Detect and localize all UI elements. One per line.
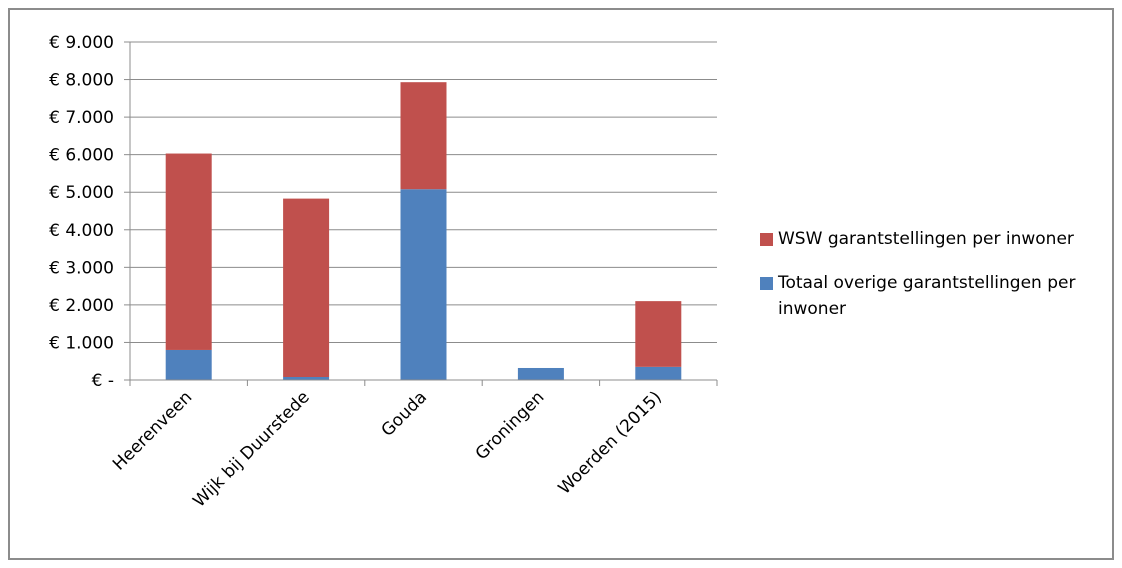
bar-wsw [283, 198, 330, 377]
x-category-label: Gouda [378, 387, 431, 440]
legend-swatch-wsw [760, 233, 773, 246]
y-tick-label: € 5.000 [49, 183, 114, 203]
bar-overige [400, 189, 447, 380]
x-category-label: Heerenveen [109, 387, 196, 474]
x-category-label: Groningen [472, 387, 549, 464]
x-category-label: Woerden (2015) [555, 387, 666, 498]
y-tick-label: € 6.000 [49, 146, 114, 166]
y-tick-label: € 7.000 [49, 108, 114, 128]
bar-wsw [400, 82, 447, 190]
legend-item-wsw: WSW garantstellingen per inwoner [760, 226, 1110, 252]
x-category-label: Wijk bij Duurstede [189, 387, 313, 511]
y-tick-label: € 9.000 [49, 33, 114, 53]
y-tick-label: € 4.000 [49, 221, 114, 241]
legend-label-overige: Totaal overige garantstellingen per inwo… [778, 273, 1076, 319]
bar-wsw [165, 153, 212, 350]
chart-legend: WSW garantstellingen per inwoner Totaal … [760, 226, 1110, 340]
y-tick-label: € 8.000 [49, 71, 114, 91]
y-tick-label: € 1.000 [49, 333, 114, 353]
bar-wsw [635, 301, 682, 367]
legend-label-wsw: WSW garantstellingen per inwoner [778, 229, 1074, 249]
bar-overige [517, 367, 564, 380]
legend-swatch-overige [760, 277, 773, 290]
bar-overige [283, 376, 330, 380]
y-tick-label: € 3.000 [49, 258, 114, 278]
bar-overige [635, 366, 682, 380]
legend-item-overige: Totaal overige garantstellingen per inwo… [760, 270, 1110, 322]
bar-overige [165, 349, 212, 380]
y-tick-label: € 2.000 [49, 296, 114, 316]
y-tick-label: € - [92, 371, 114, 391]
